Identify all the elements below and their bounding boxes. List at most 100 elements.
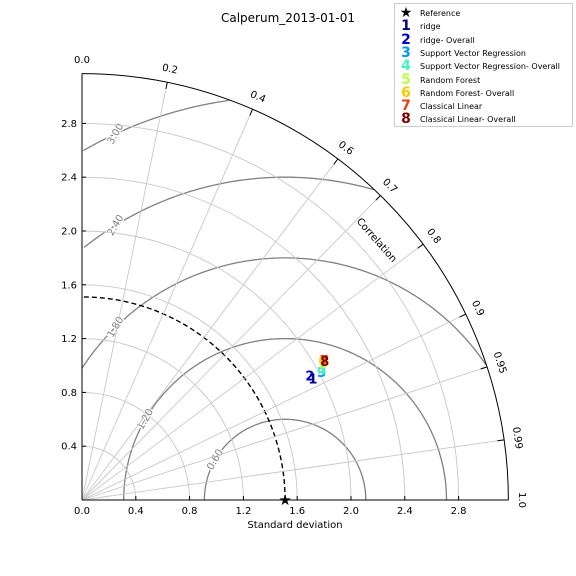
rms-label: 1.80 <box>106 315 127 340</box>
x-axis-label: Standard deviation <box>247 520 342 531</box>
data-point: 6 <box>318 354 327 369</box>
std-grid-arc <box>81 122 460 501</box>
std-grid-arc <box>81 391 191 501</box>
legend-label: Support Vector Regression <box>420 48 526 58</box>
data-point: 7 <box>320 354 329 369</box>
correlation-grid-line <box>81 82 168 501</box>
std-arcs <box>81 122 460 501</box>
legend-label: ridge- Overall <box>420 35 475 45</box>
data-point: 5 <box>319 357 328 372</box>
rms-contour <box>82 99 229 152</box>
correlation-tick-label: 0.6 <box>336 139 355 157</box>
correlation-grid-line <box>81 439 505 501</box>
y-tick-label: 2.8 <box>61 119 77 130</box>
correlation-tick-label: 1.0 <box>516 492 527 508</box>
legend-label: ridge <box>420 22 441 32</box>
correlation-grid-line <box>81 109 253 501</box>
legend-symbol: 5 <box>401 71 411 88</box>
legend-symbol: 4 <box>401 58 411 75</box>
legend: ★ Reference 1 ridge 2 ridge- Overall 3 Support … <box>394 3 573 127</box>
rms-contour <box>203 418 367 500</box>
legend-label: Random Forest- Overall <box>420 88 515 98</box>
legend-symbol: 7 <box>401 98 411 115</box>
y-tick-label: 2.0 <box>61 227 77 238</box>
data-point: 8 <box>320 355 329 370</box>
correlation-tick-label: 0.4 <box>248 89 267 105</box>
legend-label: Random Forest <box>420 75 481 85</box>
legend-symbol: 3 <box>401 44 411 61</box>
rms-contour <box>83 176 375 248</box>
legend-label: Classical Linear <box>420 102 483 112</box>
data-point: 3 <box>317 366 326 381</box>
rms-label: 0.60 <box>205 448 226 473</box>
legend-symbol: 8 <box>401 111 411 128</box>
correlation-grid-line <box>81 195 381 501</box>
reference-point: ★ <box>278 491 291 509</box>
legend-item: 5 Random Forest <box>395 71 572 88</box>
correlation-tick <box>165 82 168 89</box>
y-tick-label: 2.4 <box>61 173 77 184</box>
correlation-tick-label: 0.0 <box>74 55 90 66</box>
x-tick-label: 2.8 <box>451 506 467 517</box>
legend-symbol: 2 <box>401 31 411 48</box>
y-tick-label: 0.4 <box>61 442 77 453</box>
std-grid-arc <box>81 230 352 501</box>
legend-item: 3 Support Vector Regression <box>395 44 572 61</box>
correlation-tick-label: 0.7 <box>380 177 399 196</box>
legend-item: 8 Classical Linear- Overall <box>395 111 572 128</box>
correlation-tick-label: 0.2 <box>161 63 179 77</box>
legend-item: 2 ridge- Overall <box>395 31 572 48</box>
std-grid-arc <box>81 338 244 501</box>
x-tick-label: 2.4 <box>397 506 413 517</box>
correlation-tick <box>333 158 339 165</box>
legend-item: 1 ridge <box>395 18 572 35</box>
legend-item: 4 Support Vector Regression- Overall <box>395 58 572 75</box>
correlation-grid-line <box>81 366 488 501</box>
legend-symbol: ★ <box>399 5 413 21</box>
correlation-tick <box>459 313 466 318</box>
correlation-tick-label: 0.99 <box>510 426 524 450</box>
y-tick-label: 0.8 <box>61 388 77 399</box>
data-point: 4 <box>317 363 326 378</box>
std-grid-arc <box>81 284 298 501</box>
axes: 0.0 0.4 0.4 0.8 0.8 1.2 1.2 1.6 1.6 2.0 2.0 2.4 2.4 2… <box>61 73 509 517</box>
correlation-grid-line <box>81 313 466 501</box>
correlation-tick-label: 0.8 <box>424 227 442 246</box>
x-tick-label: 2.0 <box>343 506 359 517</box>
correlation-tick <box>497 439 505 442</box>
std-grid-arc <box>81 176 406 501</box>
correlation-tick-label: 0.95 <box>491 351 508 376</box>
data-point: 1 <box>308 373 317 388</box>
correlation-axis-label: Correlation <box>354 216 399 265</box>
rms-contour <box>81 257 487 369</box>
x-tick-label: 1.2 <box>235 506 251 517</box>
legend-label: Reference <box>420 9 461 18</box>
legend-label: Classical Linear- Overall <box>420 115 516 125</box>
x-tick-label: 0.8 <box>182 506 198 517</box>
y-tick-label: 1.2 <box>61 334 77 345</box>
x-tick-label: 0.4 <box>128 506 144 517</box>
y-tick-label: 1.6 <box>61 280 77 291</box>
correlation-tick-label: 0.9 <box>469 299 486 318</box>
std-grid-arc <box>81 445 137 501</box>
x-tick-label: 1.6 <box>289 506 305 517</box>
legend-symbol: 1 <box>401 18 411 35</box>
legend-label: Support Vector Regression- Overall <box>420 62 560 72</box>
x-tick-label: 0.0 <box>74 506 90 517</box>
legend-item: ★ Reference <box>395 5 572 21</box>
correlation-grid-line <box>81 158 339 501</box>
data-point: 2 <box>305 370 314 385</box>
chart-title: Calperum_2013-01-01 <box>221 11 355 25</box>
correlation-tick <box>249 109 254 116</box>
legend-item: 6 Random Forest- Overall <box>395 84 572 101</box>
legend-symbol: 6 <box>401 84 411 101</box>
rms-contour <box>123 337 448 500</box>
correlation-tick <box>375 195 381 201</box>
correlation-grid-line <box>81 243 424 501</box>
correlation-tick <box>480 366 488 370</box>
outer-arc <box>81 73 509 501</box>
rms-contours: 0.601.201.802.403.00 <box>81 99 487 500</box>
correlation-tick <box>417 243 424 249</box>
